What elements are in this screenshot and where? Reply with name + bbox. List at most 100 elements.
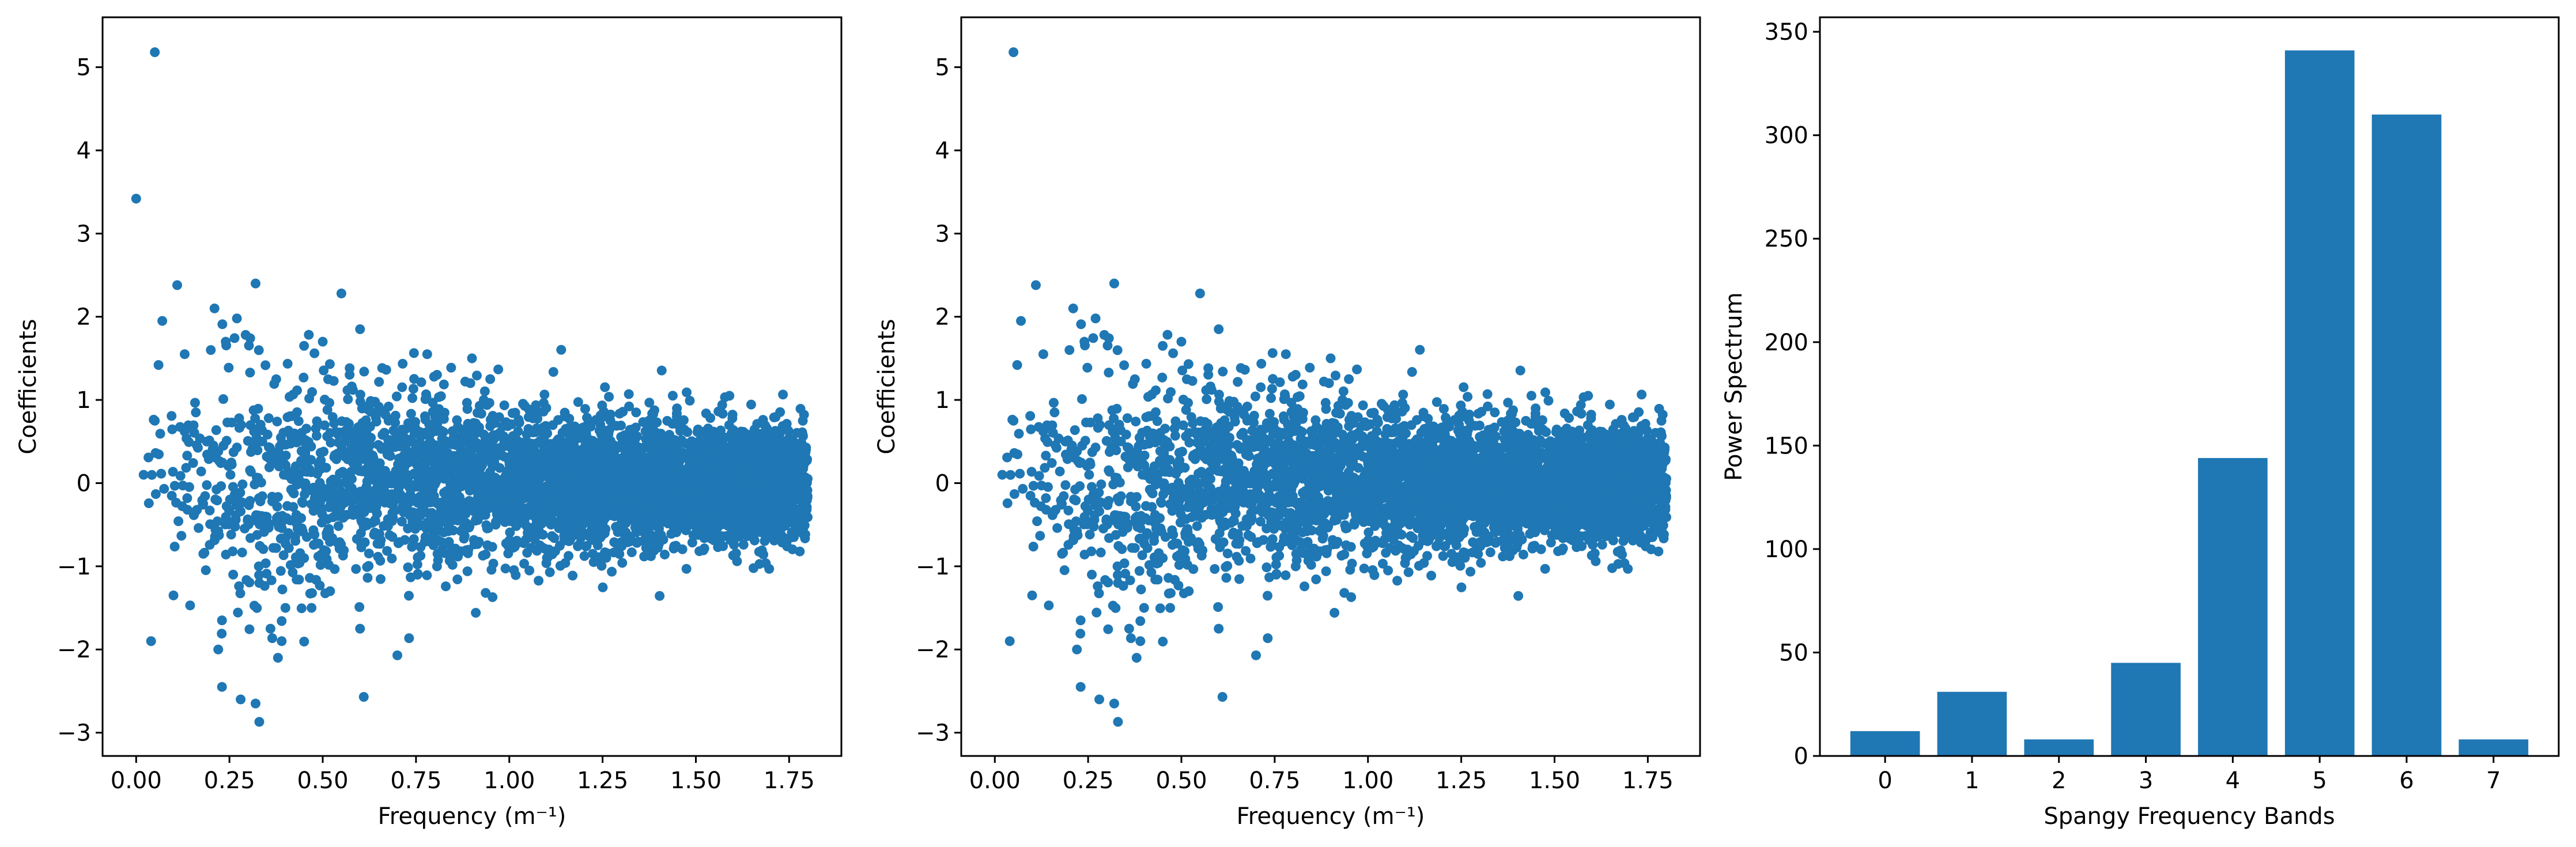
scatter-point [770, 426, 780, 436]
scatter-point [439, 527, 449, 538]
scatter-point [176, 531, 187, 541]
scatter-point [237, 497, 247, 508]
scatter-point [426, 515, 436, 525]
x-tick-label: 1.00 [484, 767, 535, 794]
scatter-point [428, 523, 439, 534]
scatter-point [464, 496, 474, 506]
y-tick-label: −3 [57, 720, 91, 747]
scatter-point [339, 497, 350, 508]
scatter-point [309, 348, 320, 358]
scatter-point [715, 506, 726, 517]
scatter-point [182, 451, 192, 461]
scatter-point [263, 413, 274, 423]
scatter-point [172, 280, 182, 290]
scatter-point [254, 578, 265, 588]
scatter-point [545, 515, 555, 525]
scatter-point [580, 517, 591, 527]
scatter-point [716, 532, 726, 542]
scatter-point [757, 545, 767, 555]
scatter-point [467, 353, 477, 364]
scatter-point [802, 493, 813, 503]
scatter-point [737, 463, 747, 474]
scatter-point [403, 591, 414, 601]
scatter-point [412, 498, 422, 508]
scatter-point [482, 540, 493, 550]
scatter-point [255, 496, 266, 506]
scatter-point [563, 486, 573, 496]
scatter-point [798, 454, 808, 464]
scatter-point [362, 520, 372, 531]
scatter-point [542, 428, 553, 438]
scatter-point [299, 341, 309, 351]
scatter-point [131, 194, 141, 204]
scatter-point [319, 420, 330, 430]
scatter-point [399, 449, 410, 459]
scatter-point [432, 369, 442, 380]
scatter-point [698, 483, 708, 494]
scatter-point [738, 497, 749, 508]
scatter-point [592, 494, 603, 504]
scatter-point [690, 512, 700, 522]
scatter-point [726, 459, 736, 470]
scatter-point [221, 336, 231, 347]
scatter-point [598, 582, 608, 592]
scatter-point [493, 508, 503, 519]
scatter-point [168, 590, 179, 600]
scatter-point [784, 500, 794, 511]
scatter-point [250, 278, 260, 289]
scatter-point [597, 400, 607, 411]
scatter-point [375, 555, 386, 566]
scatter-point [292, 479, 302, 490]
scatter-point [210, 494, 221, 505]
scatter-point [654, 534, 664, 544]
scatter-point [281, 532, 291, 543]
scatter-point [645, 432, 655, 442]
scatter-point [704, 433, 715, 443]
scatter-point [374, 377, 384, 387]
scatter-point [192, 443, 203, 453]
scatter-panel-middle: 0.00 0.25 0.50 0.75 1.00 1.25 1.50 1.75 −3−2−10… [874, 16, 1701, 830]
scatter-point [453, 511, 463, 521]
scatter-point [432, 549, 443, 559]
scatter-point [512, 448, 523, 458]
scatter-point [321, 546, 331, 557]
scatter-point [764, 564, 775, 574]
scatter-point [762, 452, 773, 463]
scatter-point [701, 409, 711, 419]
scatter-point [333, 521, 343, 531]
scatter-point [614, 549, 625, 559]
scatter-point [405, 510, 415, 520]
scatter-point [225, 470, 236, 480]
scatter-point [641, 543, 651, 553]
scatter-point [712, 450, 722, 460]
scatter-point [579, 506, 589, 516]
scatter-point [254, 345, 264, 356]
scatter-point [494, 412, 504, 422]
scatter-point [150, 415, 160, 426]
scatter-point [237, 547, 247, 558]
scatter-point [288, 470, 299, 481]
scatter-point [305, 588, 315, 599]
scatter-point [324, 359, 335, 369]
scatter-point [210, 525, 221, 535]
scatter-point [179, 349, 190, 360]
scatter-point [508, 470, 519, 480]
scatter-point [749, 563, 759, 573]
scatter-point [374, 404, 384, 415]
scatter-point [372, 539, 383, 549]
scatter-point [398, 479, 409, 489]
scatter-point [639, 513, 649, 523]
scatter-point [539, 390, 550, 400]
scatter-point [169, 481, 180, 491]
scatter-point [507, 408, 518, 418]
scatter-point [226, 417, 237, 428]
scatter-point [540, 543, 550, 554]
scatter-point [407, 393, 418, 403]
scatter-point [499, 400, 509, 410]
scatter-point [724, 391, 735, 401]
scatter-point [498, 439, 509, 449]
scatter-point [308, 525, 319, 535]
scatter-point [621, 478, 632, 488]
scatter-point [157, 316, 168, 326]
scatter-point [540, 458, 550, 468]
